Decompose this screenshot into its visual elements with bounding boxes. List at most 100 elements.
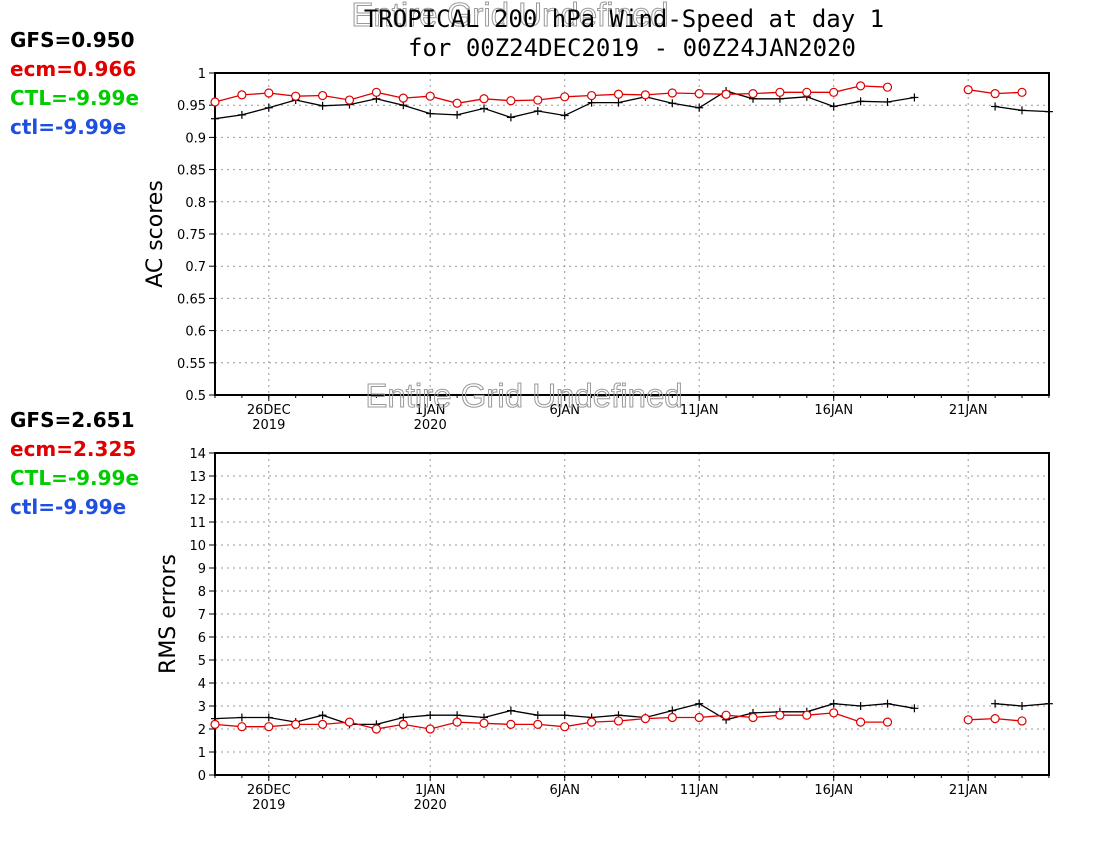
rms-y-tick-label: 14 (189, 447, 206, 462)
ac-ecm-point (667, 88, 677, 98)
rms-ecm-point (721, 710, 731, 720)
rms-x-tick-label: 16JAN (814, 783, 853, 798)
ac-y-axis-label: AC scores (143, 180, 168, 288)
rms-ecm-point (990, 714, 1000, 724)
rms-ecm-point (882, 717, 893, 727)
ac-gfs-point (237, 110, 246, 119)
ac-ecm-point (775, 87, 785, 97)
rms-y-tick-label: 8 (198, 585, 206, 600)
rms-y-tick-label: 13 (189, 470, 206, 485)
rms-ecm-point (586, 717, 597, 727)
ac-ecm-point (237, 90, 247, 100)
ac-x-tick-year: 2019 (252, 418, 285, 433)
ac-gfs-point (533, 106, 542, 115)
ac-y-tick-label: 0.85 (177, 164, 206, 179)
ac-gfs-point (1044, 107, 1053, 116)
rms-y-tick-label: 10 (189, 539, 206, 554)
rms-gfs-point (237, 713, 246, 722)
rms-ecm-point (318, 719, 328, 730)
ac-y-tick-label: 0.55 (177, 357, 206, 372)
ac-gfs-point (856, 97, 865, 106)
ac-ecm-line (214, 85, 888, 104)
rms-x-tick-year: 2019 (252, 798, 285, 813)
ac-gfs-point (453, 110, 462, 119)
ac-x-tick-label: 16JAN (814, 403, 853, 418)
ac-ecm-point (586, 90, 597, 101)
rms-y-tick-label: 11 (189, 516, 206, 531)
ac-gfs-point (211, 114, 219, 123)
rms-y-tick-label: 4 (198, 677, 206, 692)
rms-gfs-point (829, 699, 838, 708)
ac-ecm-point (829, 87, 839, 97)
ac-gfs-point (829, 102, 838, 111)
rms-ecm-point (802, 710, 812, 720)
ac-gfs-point (991, 102, 1000, 111)
ac-legend-entry: CTL=-9.99e (10, 86, 139, 110)
ac-gfs-point (910, 93, 919, 102)
ac-gfs-point (560, 111, 569, 120)
rms-ecm-point (452, 717, 462, 727)
rms-gfs-point (856, 702, 865, 710)
ac-y-tick-label: 0.9 (185, 131, 206, 146)
overlay-text-middle: Entire Grid Undefined (365, 377, 682, 414)
rms-y-tick-label: 1 (198, 746, 206, 761)
rms-ecm-point (694, 712, 704, 723)
ac-legend-entry: GFS=0.950 (10, 28, 135, 52)
ac-y-tick-label: 0.65 (177, 292, 206, 307)
rms-ecm-point (398, 719, 408, 730)
rms-legend-entry: GFS=2.651 (10, 408, 135, 432)
rms-y-tick-label: 12 (189, 493, 206, 508)
ac-ecm-point (963, 85, 973, 95)
ac-scores-panel: 0.5 0.55 0.6 0.65 0.7 0.75 0.8 0.85 0.9 0.95 1 26D… (10, 28, 1053, 433)
ac-ecm-point (640, 90, 651, 100)
rms-x-tick-label: 26DEC (247, 783, 291, 798)
ac-ecm-point (748, 89, 758, 99)
rms-gfs-point (1044, 699, 1053, 708)
rms-ecm-point (775, 710, 785, 720)
rms-ecm-point (667, 712, 677, 723)
ac-gfs-point (426, 109, 435, 118)
ac-y-ticks: 0.5 0.55 0.6 0.65 0.7 0.75 0.8 0.85 0.9 0.95 1 (177, 67, 215, 404)
ac-ecm-point (855, 81, 866, 91)
ac-ecm-point (721, 89, 731, 99)
rms-ecm-point (560, 722, 570, 732)
rms-ecm-point (291, 719, 301, 730)
ac-y-tick-label: 1 (198, 67, 206, 82)
ac-legend-entry: ctl=-9.99e (10, 115, 126, 139)
rms-legend: GFS=2.651 ecm=2.325 CTL=-9.99e ctl=-9.99e (10, 408, 139, 519)
ac-x-tick-label: 21JAN (949, 403, 988, 418)
rms-legend-entry: ecm=2.325 (10, 437, 136, 461)
rms-ecm-point (210, 719, 220, 730)
rms-ecm-point (425, 724, 435, 734)
rms-ecm-point (963, 715, 973, 725)
rms-ecm-point (1017, 716, 1027, 726)
ac-y-tick-label: 0.75 (177, 228, 206, 243)
ac-gfs-point (480, 104, 488, 113)
ac-ecm-point (990, 89, 1000, 99)
ac-ecm-point (291, 91, 301, 101)
ac-ecm-point (371, 87, 381, 97)
ac-y-tick-label: 0.6 (185, 325, 206, 340)
rms-gfs-point (506, 706, 515, 715)
ac-gfs-point (668, 99, 677, 108)
rms-gfs-point (264, 713, 273, 722)
overlay-text-top: Entire Grid Undefined (351, 0, 668, 33)
ac-gfs-point (1018, 106, 1026, 115)
ac-ecm-point (506, 96, 516, 106)
ac-y-tick-label: 0.95 (177, 99, 206, 114)
rms-ecm-point (748, 712, 758, 723)
rms-gfs-point (991, 699, 1000, 708)
rms-x-tick-year: 2020 (414, 798, 447, 813)
rms-ecm-point (829, 708, 839, 718)
rms-ecm-point (264, 722, 274, 732)
rms-gfs-point (533, 711, 542, 720)
rms-ecm-point (344, 717, 355, 727)
ac-y-tick-label: 0.8 (185, 196, 206, 211)
rms-y-axis-label: RMS errors (156, 554, 181, 674)
ac-y-tick-label: 0.5 (185, 389, 206, 404)
ac-ecm-point (425, 91, 435, 101)
